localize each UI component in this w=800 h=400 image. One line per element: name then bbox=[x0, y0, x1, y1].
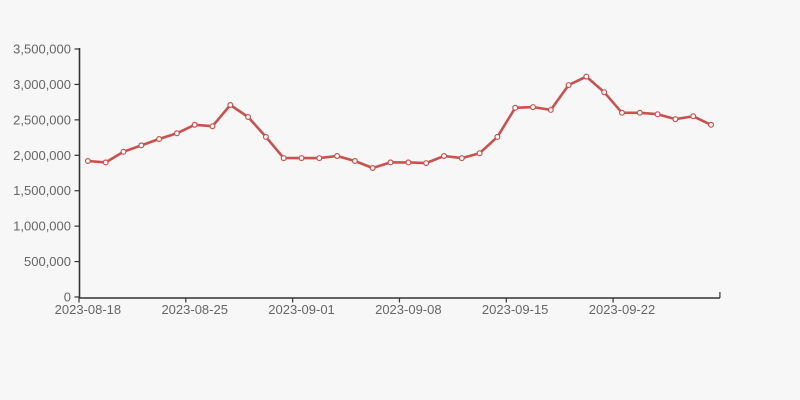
data-point-marker bbox=[458, 155, 465, 162]
y-tick-label: 0 bbox=[64, 290, 71, 305]
data-point-marker bbox=[334, 153, 341, 160]
data-point-marker bbox=[156, 136, 163, 143]
x-axis-ticks: 2023-08-18 2023-08-25 2023-09-01 2023-09-08… bbox=[55, 292, 721, 317]
data-point-marker bbox=[102, 159, 109, 166]
x-tick-label: 2023-08-18 bbox=[55, 302, 122, 317]
data-point-marker bbox=[262, 133, 269, 140]
y-tick-label: 3,500,000 bbox=[13, 42, 71, 57]
x-tick-label: 2023-09-01 bbox=[268, 302, 335, 317]
data-point-marker bbox=[583, 73, 590, 80]
data-point-marker bbox=[494, 133, 501, 140]
series-line bbox=[86, 75, 713, 170]
data-point-marker bbox=[423, 160, 430, 167]
axes bbox=[78, 48, 720, 299]
data-point-marker bbox=[351, 158, 358, 165]
x-tick-label: 2023-09-22 bbox=[589, 302, 656, 317]
data-point-marker bbox=[618, 109, 625, 116]
data-point-marker bbox=[547, 106, 554, 113]
y-tick-label: 2,000,000 bbox=[13, 148, 71, 163]
x-tick-label: 2023-09-08 bbox=[375, 302, 442, 317]
data-point-marker bbox=[138, 142, 145, 149]
x-tick-label: 2023-08-25 bbox=[161, 302, 228, 317]
y-tick-label: 2,500,000 bbox=[13, 112, 71, 127]
data-point-marker bbox=[209, 123, 216, 130]
data-point-marker bbox=[405, 159, 412, 166]
data-point-marker bbox=[654, 111, 661, 118]
data-point-marker bbox=[387, 159, 394, 166]
data-point-marker bbox=[369, 165, 376, 172]
data-point-marker bbox=[529, 104, 536, 111]
series-daily-value bbox=[84, 73, 714, 172]
data-point-marker bbox=[476, 150, 483, 157]
y-tick-label: 500,000 bbox=[24, 254, 71, 269]
data-point-marker bbox=[120, 148, 127, 155]
y-tick-label: 1,000,000 bbox=[13, 219, 71, 234]
data-point-marker bbox=[690, 113, 697, 120]
data-point-marker bbox=[227, 101, 234, 108]
x-tick-label: 2023-09-15 bbox=[482, 302, 549, 317]
y-tick-label: 1,500,000 bbox=[13, 183, 71, 198]
data-point-marker bbox=[191, 121, 198, 128]
data-point-marker bbox=[672, 116, 679, 123]
data-point-marker bbox=[707, 121, 714, 128]
data-point-marker bbox=[173, 130, 180, 137]
data-point-marker bbox=[512, 104, 519, 111]
data-point-marker bbox=[601, 89, 608, 96]
data-point-marker bbox=[84, 158, 91, 165]
data-point-marker bbox=[636, 109, 643, 116]
y-axis-ticks: 0 500,000 1,000,000 1,500,000 2,000,000 2,500… bbox=[13, 42, 79, 305]
data-point-marker bbox=[316, 155, 323, 162]
data-point-marker bbox=[245, 113, 252, 120]
data-point-marker bbox=[280, 155, 287, 162]
data-point-marker bbox=[565, 82, 572, 89]
y-tick-label: 3,000,000 bbox=[13, 77, 71, 92]
data-point-marker bbox=[298, 155, 305, 162]
data-point-marker bbox=[441, 153, 448, 160]
